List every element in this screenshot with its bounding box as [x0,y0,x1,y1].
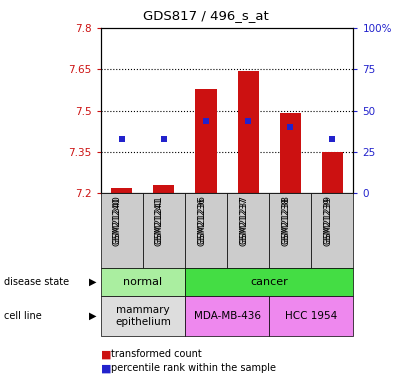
Text: GSM21238: GSM21238 [281,197,290,246]
Bar [111,188,132,193]
Text: GSM21239: GSM21239 [323,195,332,244]
Text: percentile rank within the sample: percentile rank within the sample [111,363,276,373]
Text: ■: ■ [101,350,111,359]
Text: cancer: cancer [250,277,288,287]
Text: GSM21240: GSM21240 [113,197,122,246]
Text: GSM21241: GSM21241 [155,195,164,244]
Text: HCC 1954: HCC 1954 [285,311,337,321]
Text: ▶: ▶ [89,311,97,321]
Text: GSM21239: GSM21239 [323,197,332,246]
Text: disease state: disease state [4,277,69,287]
Text: GSM21236: GSM21236 [197,195,206,244]
Text: MDA-MB-436: MDA-MB-436 [194,311,261,321]
Text: normal: normal [123,277,162,287]
Bar [153,185,174,193]
Text: transformed count: transformed count [111,350,202,359]
Text: GSM21237: GSM21237 [239,197,248,246]
Text: GDS817 / 496_s_at: GDS817 / 496_s_at [143,9,268,22]
Text: GSM21241: GSM21241 [155,197,164,246]
Text: ■: ■ [101,363,111,373]
Text: GSM21240: GSM21240 [113,195,122,244]
Bar [196,88,217,193]
Text: GSM21238: GSM21238 [281,195,290,244]
Text: GSM21237: GSM21237 [239,195,248,244]
Text: cell line: cell line [4,311,42,321]
Bar [238,71,259,193]
Bar [280,113,301,193]
Text: GSM21236: GSM21236 [197,197,206,246]
Bar [322,152,343,193]
Text: mammary
epithelium: mammary epithelium [115,305,171,327]
Text: ▶: ▶ [89,277,97,287]
